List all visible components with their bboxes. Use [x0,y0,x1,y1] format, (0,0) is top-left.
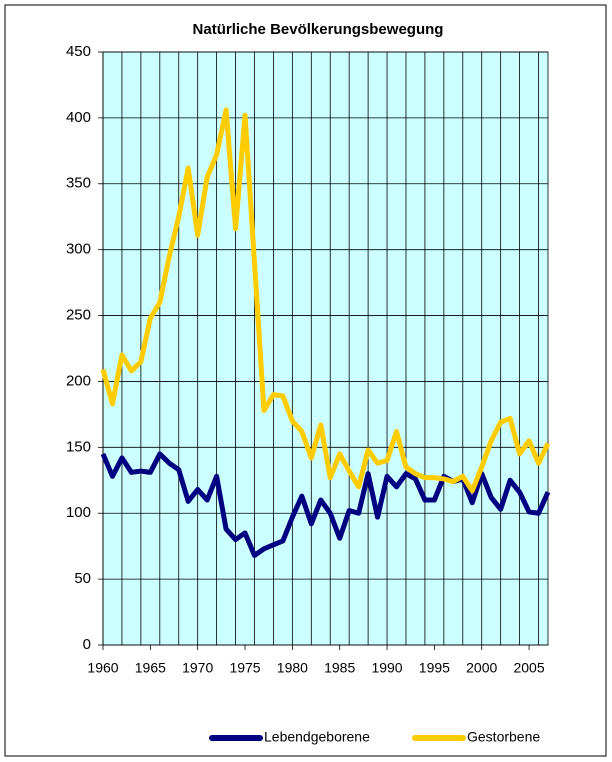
y-tick-label: 0 [83,636,91,653]
y-tick-label: 300 [66,241,91,258]
series-line [100,451,551,558]
y-tick-label: 400 [66,109,91,126]
y-tick-label: 450 [66,43,91,60]
y-tick-label: 350 [66,175,91,192]
chart-title: Natürliche Bevölkerungsbewegung [193,21,444,38]
y-tick-label: 250 [66,307,91,324]
x-tick-label: 1975 [229,660,260,676]
x-tick-label: 1985 [324,660,355,676]
x-tick-label: 2005 [513,660,544,676]
x-tick-label: 1990 [371,660,402,676]
x-tick-label: 1960 [87,660,118,676]
x-tick-label: 2000 [466,660,497,676]
x-tick-label: 1980 [277,660,308,676]
series-line [100,107,551,494]
plot-area [102,51,549,646]
y-tick-label: 50 [74,570,91,587]
y-tick-label: 200 [66,372,91,389]
legend-label: Lebendgeborene [264,729,370,745]
y-tick-label: 150 [66,438,91,455]
x-tick-label: 1995 [419,660,450,676]
legend-label: Gestorbene [467,729,540,745]
x-tick-label: 1970 [182,660,213,676]
x-tick-label: 1965 [135,660,166,676]
y-tick-label: 100 [66,504,91,521]
